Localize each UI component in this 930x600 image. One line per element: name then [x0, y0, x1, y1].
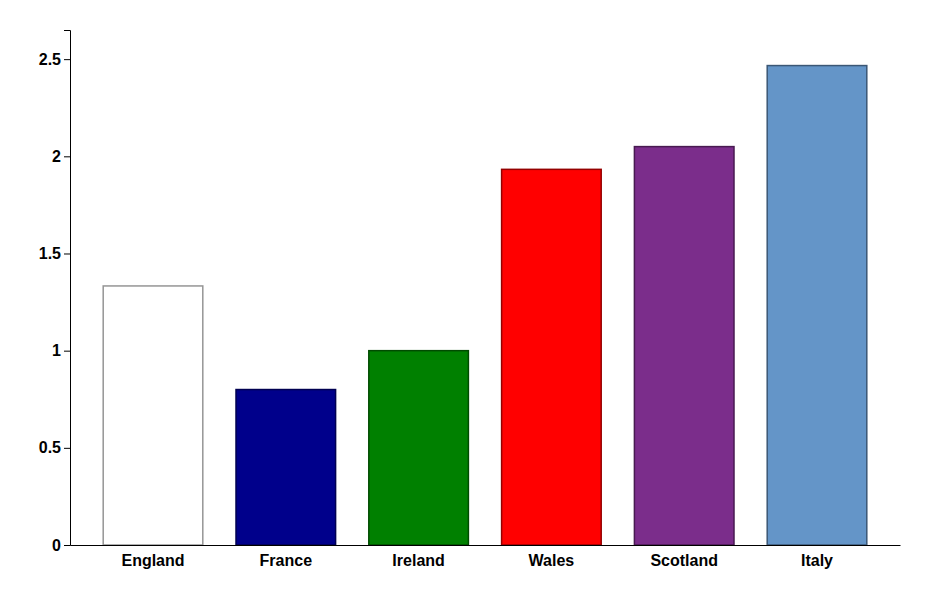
y-tick: 2 [52, 148, 70, 165]
bars [103, 66, 867, 545]
x-axis-line [71, 545, 901, 546]
x-tick: Scotland [650, 552, 718, 569]
x-tick: Italy [801, 552, 833, 569]
x-tick-label: Scotland [650, 552, 718, 569]
x-tick-label: Wales [529, 552, 575, 569]
x-axis: England France Ireland Wales Scotland Italy [71, 546, 901, 570]
y-tick: 1 [52, 342, 70, 359]
bar [767, 66, 867, 545]
x-tick-label: Ireland [392, 552, 444, 569]
x-tick-label: France [260, 552, 313, 569]
bar [634, 147, 734, 545]
x-tick: England [121, 552, 184, 569]
y-tick-label: 0.5 [39, 439, 61, 456]
y-tick: 1.5 [39, 245, 70, 262]
x-tick: France [260, 552, 313, 569]
x-tick-label: Italy [801, 552, 833, 569]
x-tick-label: England [121, 552, 184, 569]
y-axis: 0 0.5 1 1.5 2 2.5 [39, 31, 71, 554]
bar [236, 390, 336, 545]
y-tick: 0 [52, 537, 70, 554]
x-tick: Wales [529, 552, 575, 569]
y-tick-mark [64, 545, 70, 546]
plot: 0 0.5 1 1.5 2 2.5 England France Ireland Wales Sco… [39, 31, 901, 570]
y-tick-label: 1 [52, 342, 61, 359]
y-tick-label: 0 [52, 537, 61, 554]
bar [502, 169, 602, 545]
bar [369, 351, 469, 545]
chart: 0 0.5 1 1.5 2 2.5 England France Ireland Wales Sco… [0, 0, 930, 600]
bar [103, 286, 203, 545]
y-axis-line [64, 31, 71, 546]
y-tick-label: 1.5 [39, 245, 61, 262]
y-tick-mark [64, 448, 70, 449]
y-tick-mark [64, 59, 70, 60]
y-tick-label: 2.5 [39, 51, 61, 68]
x-tick: Ireland [392, 552, 444, 569]
y-tick-mark [64, 156, 70, 157]
y-tick: 2.5 [39, 51, 70, 68]
y-tick-label: 2 [52, 148, 61, 165]
y-tick: 0.5 [39, 439, 70, 456]
y-tick-mark [64, 351, 70, 352]
y-tick-mark [64, 253, 70, 254]
